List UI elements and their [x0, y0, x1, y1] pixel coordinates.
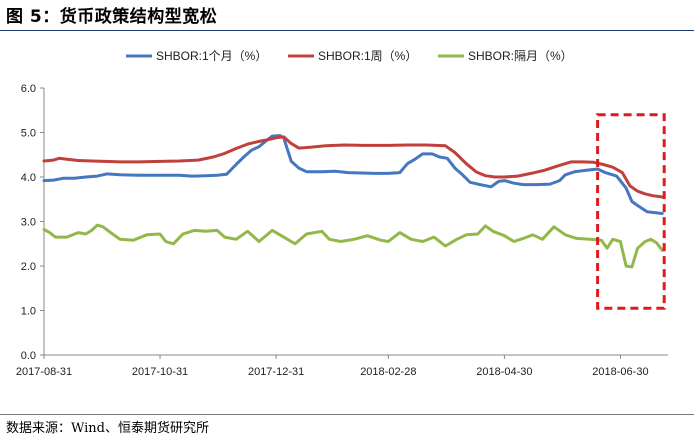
y-tick-label: 5.0 — [21, 128, 36, 140]
legend-label-3: SHBOR:隔月（%） — [468, 49, 573, 63]
chart-series — [42, 134, 664, 269]
chart-axes: 0.0 1.0 2.0 3.0 4.0 5.0 6.0 2017-08-31 2017-10-3… — [16, 83, 668, 378]
line-chart: SHBOR:1个月（%） SHBOR:1周（%） SHBOR:隔月（%） 0.0 1.… — [16, 49, 668, 378]
series-line-1 — [42, 134, 664, 215]
x-tick-label: 2017-08-31 — [16, 366, 72, 378]
legend-label-2: SHBOR:1周（%） — [318, 49, 417, 63]
x-tick-label: 2018-06-30 — [592, 366, 648, 378]
chart-legend: SHBOR:1个月（%） SHBOR:1周（%） SHBOR:隔月（%） — [126, 49, 573, 63]
x-tick-label: 2017-10-31 — [132, 366, 188, 378]
x-tick-label: 2018-02-28 — [360, 366, 416, 378]
y-tick-label: 2.0 — [21, 261, 36, 273]
figure-title: 图 5：货币政策结构型宽松 — [6, 7, 218, 27]
y-tick-label: 1.0 — [21, 306, 36, 318]
y-tick-label: 0.0 — [21, 350, 36, 362]
highlight-dashed-box — [596, 113, 666, 310]
y-tick-label: 4.0 — [21, 172, 36, 184]
source-rule — [0, 414, 694, 415]
y-tick-label: 6.0 — [21, 83, 36, 95]
series-line-2 — [42, 135, 664, 199]
legend-label-1: SHBOR:1个月（%） — [156, 49, 267, 63]
y-tick-label: 3.0 — [21, 217, 36, 229]
x-tick-label: 2017-12-31 — [248, 366, 304, 378]
source-note: 数据来源：Wind、恒泰期货研究所 — [6, 421, 209, 436]
series-line-3 — [42, 223, 664, 269]
x-tick-label: 2018-04-30 — [476, 366, 532, 378]
highlight-region — [596, 113, 666, 310]
title-rule — [0, 30, 694, 31]
